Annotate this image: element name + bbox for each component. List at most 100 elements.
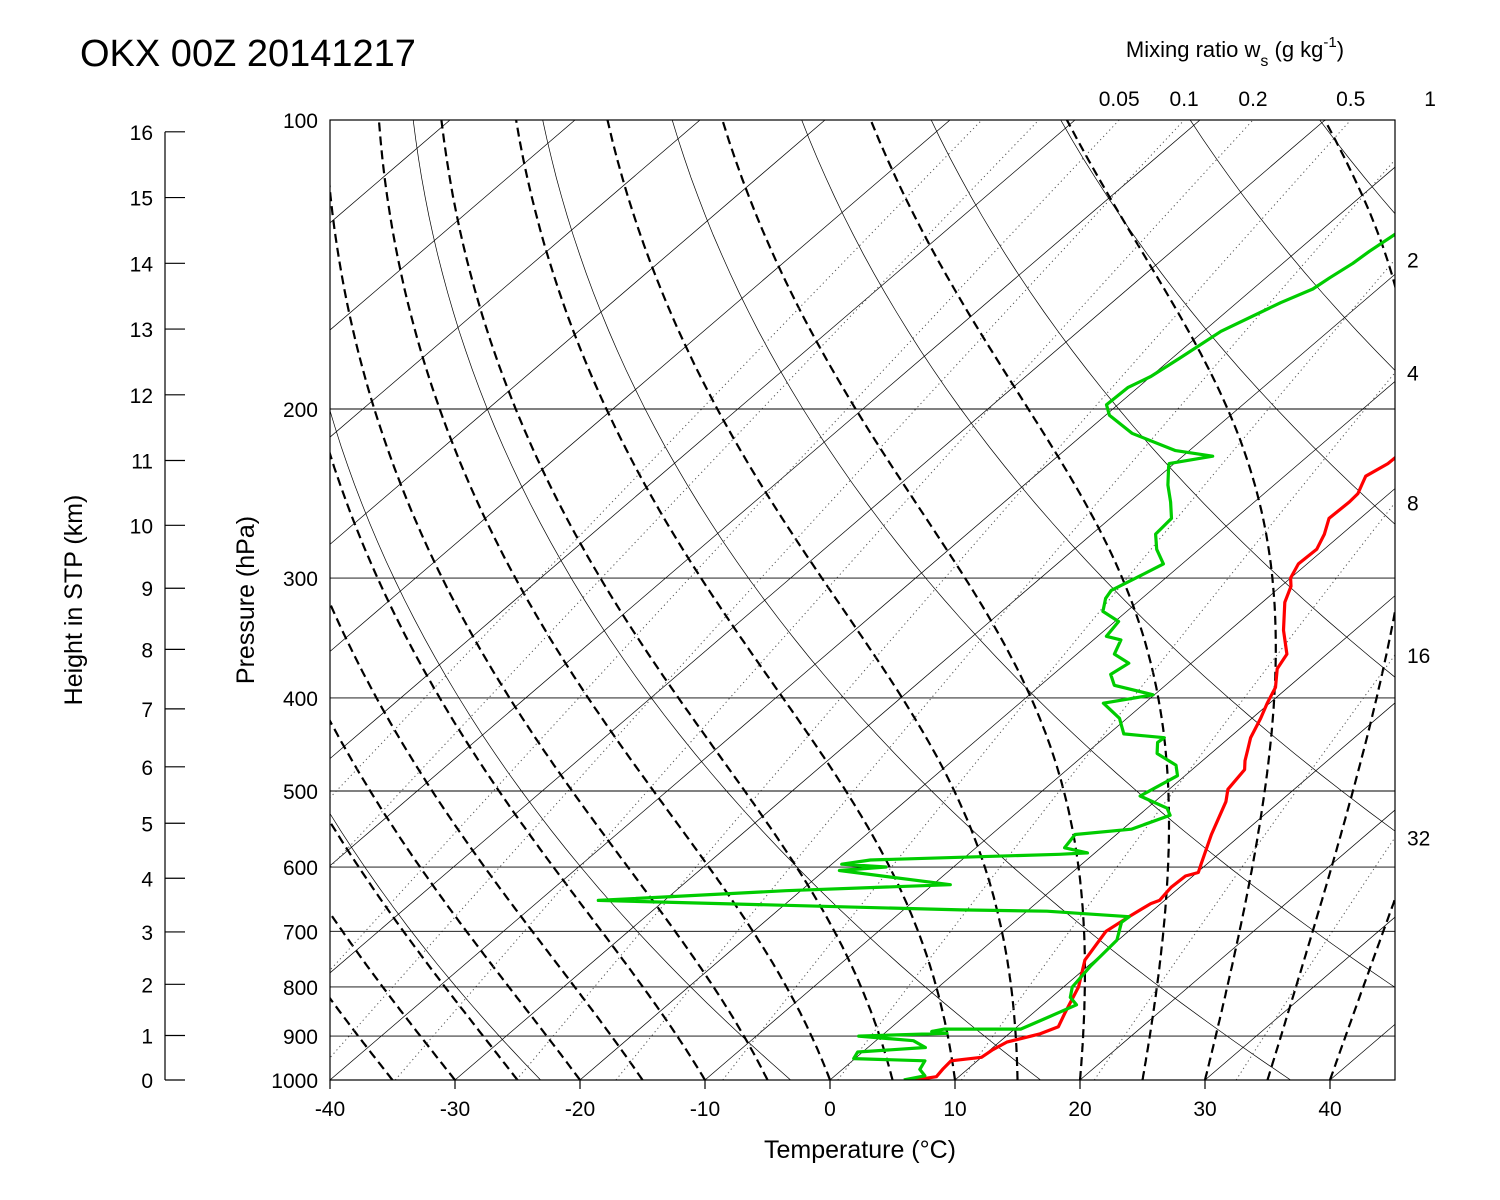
temperature-profile-line: [914, 455, 1395, 1080]
height-tick-label: 9: [141, 578, 153, 601]
pressure-tick-label: 500: [283, 781, 318, 804]
moist-adiabat-line: [869, 120, 1171, 1080]
moist-adiabat-line: [330, 718, 581, 1080]
isotherm-line: [330, 120, 576, 331]
isotherm-line: [1455, 120, 1500, 1080]
moist-adiabat-line: [330, 996, 394, 1080]
pressure-tick-label: 1000: [271, 1070, 318, 1093]
pressure-axis-label: Pressure (hPa): [232, 516, 260, 684]
x-tick-label: -20: [565, 1098, 595, 1121]
moist-adiabat-line: [721, 120, 1086, 1080]
mixing-ratio-title: Mixing ratio ws (g kg-1): [1126, 34, 1344, 70]
background-lines: [0, 120, 1500, 1080]
pressure-tick-label: 800: [283, 977, 318, 1000]
x-tick-label: 30: [1193, 1098, 1216, 1121]
height-tick-label: 15: [130, 188, 153, 211]
x-tick-label: 0: [824, 1098, 836, 1121]
moist-adiabat-line: [330, 911, 456, 1080]
isotherm-line: [330, 120, 1201, 867]
plot-frame: [329, 119, 1396, 1081]
height-axis-label: Height in STP (km): [60, 495, 88, 706]
height-tick-label: 1: [141, 1025, 153, 1048]
moist-adiabat-line: [606, 120, 1019, 1080]
right-side-label: 4: [1407, 363, 1419, 386]
moist-adiabat-line: [377, 120, 832, 1080]
isotherm-line: [829, 595, 1395, 1080]
height-tick-label: 6: [141, 757, 153, 780]
dry-adiabat-line: [330, 812, 541, 1080]
mixing-ratio-line: [615, 159, 1395, 1080]
right-side-label: 32: [1407, 827, 1430, 850]
mixing-ratio-line: [330, 120, 983, 799]
mixing-ratio-label: 0.2: [1238, 88, 1267, 111]
mixing-ratio-title-open: (g kg: [1268, 37, 1323, 62]
isotherm-line: [1204, 916, 1395, 1080]
height-tick-label: 0: [141, 1070, 153, 1093]
dry-adiabat-line: [801, 120, 1395, 832]
mixing-ratio-line: [837, 371, 1395, 1080]
dry-adiabat-line: [542, 120, 1291, 1080]
isotherm-line: [330, 166, 1395, 1080]
right-side-labels: 2 4 8 16 32: [1407, 250, 1430, 851]
pressure-tick-label: 900: [283, 1026, 318, 1049]
mixing-ratio-title-main: Mixing ratio w: [1126, 37, 1261, 62]
pressure-tick-label: 600: [283, 857, 318, 880]
height-tick-label: 14: [130, 253, 154, 276]
moist-adiabat-line: [515, 120, 957, 1080]
isobar-lines: [330, 119, 1395, 1081]
mixing-ratio-line: [330, 120, 1040, 869]
x-tick-label: -30: [440, 1098, 470, 1121]
height-tick-label: 4: [141, 868, 153, 891]
pressure-tick-label: 300: [283, 568, 318, 591]
mixing-ratio-line: [516, 120, 1352, 1080]
mixing-ratio-line: [722, 258, 1395, 1080]
isotherm-line: [330, 120, 1076, 760]
height-tick-label: 5: [141, 813, 153, 836]
chart-title: OKX 00Z 20141217: [80, 33, 416, 75]
height-tick-label: 7: [141, 699, 153, 722]
mixing-ratio-line: [394, 120, 1254, 1080]
dry-adiabat-line: [671, 120, 1395, 988]
x-tick-label: -10: [690, 1098, 720, 1121]
moist-adiabat-line: [1328, 895, 1395, 1080]
moist-adiabat-line: [440, 120, 894, 1080]
right-side-label: 16: [1407, 645, 1430, 668]
sounding-profiles: [596, 232, 1395, 1080]
dry-adiabat-line: [1060, 120, 1395, 525]
x-axis: -40 -30 -20 -10 0 10 20 30 40: [315, 1080, 1342, 1121]
x-tick-label: 10: [943, 1098, 966, 1121]
moist-adiabat-line: [330, 179, 769, 1080]
height-tick-label: 10: [130, 515, 153, 538]
mixing-ratio-label: 0.1: [1170, 88, 1199, 111]
height-tick-label: 3: [141, 922, 153, 945]
isotherm-line: [704, 488, 1395, 1080]
x-tick-label: -40: [315, 1098, 345, 1121]
isotherm-line: [1079, 809, 1395, 1080]
mixing-ratio-line: [1093, 654, 1395, 1080]
right-side-label: 8: [1407, 493, 1419, 516]
isotherm-line: [454, 273, 1395, 1080]
isotherm-line: [579, 380, 1395, 1080]
mixing-ratio-line: [960, 501, 1395, 1080]
mixing-ratio-line: [1235, 836, 1395, 1080]
mixing-ratio-title-exp: -1: [1323, 34, 1336, 51]
x-tick-label: 40: [1318, 1098, 1341, 1121]
isotherm-line: [954, 702, 1395, 1080]
mixing-ratio-label: 1: [1424, 88, 1436, 111]
pressure-axis: 1000 900 800 700 600 500 400 300 200 100: [271, 110, 318, 1093]
height-tick-label: 12: [130, 385, 153, 408]
isotherm-line: [330, 120, 1326, 974]
moist-adiabat-line: [330, 819, 519, 1080]
height-tick-label: 2: [141, 974, 153, 997]
isotherm-line: [330, 120, 826, 545]
dry-adiabat-line: [1449, 120, 1500, 1080]
mixing-ratio-title-close: ): [1337, 37, 1344, 62]
height-tick-label: 16: [130, 122, 153, 145]
height-tick-label: 11: [131, 451, 153, 474]
pressure-tick-label: 700: [283, 921, 318, 944]
moist-adiabat-line: [1065, 120, 1277, 1080]
isotherm-line: [0, 120, 200, 1080]
dry-adiabat-line: [1189, 120, 1395, 371]
